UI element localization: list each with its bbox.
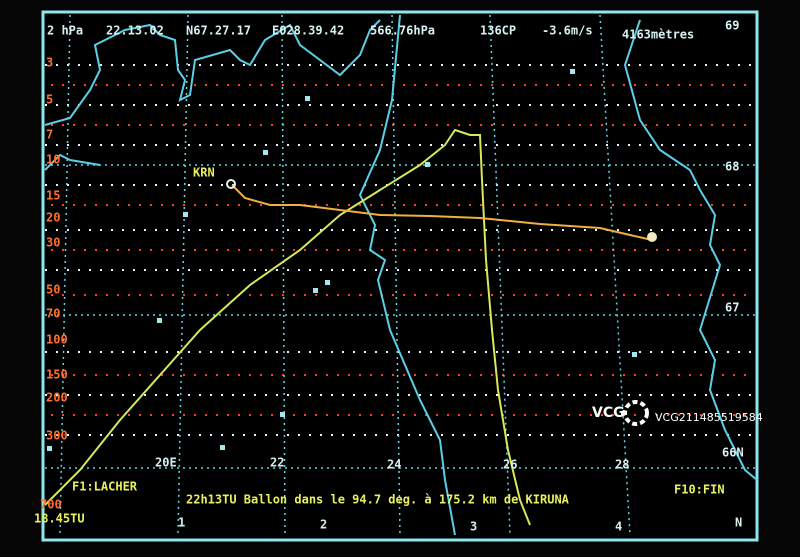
right-scale: 69 68 67 66N — [722, 19, 744, 460]
points — [47, 69, 637, 451]
longitude-label: 26 — [503, 458, 517, 472]
longitude-label: 22 — [270, 456, 284, 470]
longitude-label: 28 — [615, 458, 629, 472]
header-field: 2 hPa — [47, 24, 83, 38]
header-field: -3.6m/s — [542, 24, 593, 38]
grid-line — [391, 14, 401, 536]
watermark-logo: VCG — [592, 405, 625, 421]
balloon-track — [231, 184, 653, 241]
header-field: 22.13.02 — [106, 24, 164, 38]
longitude-label: 20E — [155, 456, 177, 470]
grid — [45, 14, 755, 536]
header-field: 4163mètres — [622, 28, 694, 42]
latitude-label: 68 — [725, 160, 739, 174]
pressure-label: 30 — [46, 236, 60, 250]
pressure-label: 10 — [46, 153, 60, 167]
pressure-label: 7 — [46, 128, 53, 142]
pressure-label: 50 — [46, 283, 60, 297]
watermark-id: VCG211485519584 — [655, 411, 763, 424]
distance-label: N — [735, 516, 742, 530]
pressure-label: 20 — [46, 211, 60, 225]
border-line — [44, 19, 381, 126]
pressure-label: 150 — [46, 368, 68, 382]
pressure-label: 100 — [46, 333, 68, 347]
latitude-label: 66N — [722, 446, 744, 460]
distance-label: 2 — [320, 518, 327, 532]
watermark: VCG VCG211485519584 — [592, 400, 763, 426]
watermark-icon — [623, 400, 649, 426]
border-line — [623, 19, 758, 481]
function-key: F1:LACHER — [72, 480, 138, 494]
borders — [44, 14, 758, 536]
pressure-label: 700 — [40, 498, 62, 512]
pressure-label: 15 — [46, 189, 60, 203]
grid-line — [177, 14, 189, 536]
balloon-marker — [647, 232, 657, 242]
pressure-label: 300 — [46, 429, 68, 443]
border-line — [358, 14, 456, 536]
pressure-label: 70 — [46, 307, 60, 321]
station-label: KRN — [193, 166, 215, 180]
station-marker — [226, 179, 236, 189]
balloon-trajectory — [44, 128, 531, 526]
left-scale: 3 5 7 10 15 20 30 50 70 100 150 200 300 … — [40, 56, 68, 512]
pressure-label: 3 — [46, 56, 53, 70]
status-message: 22h13TU Ballon dans le 94.7 deg. à 175.2… — [186, 493, 570, 507]
grid-line — [489, 14, 511, 536]
distance-label: 3 — [470, 520, 477, 534]
header-field: N67.27.17 — [186, 24, 251, 38]
latitude-label: 69 — [725, 19, 739, 33]
pressure-label: 5 — [46, 93, 53, 107]
header-field: E028.39.42 — [272, 24, 344, 38]
distance-label: 1 — [178, 516, 185, 530]
longitude-label: 24 — [387, 458, 401, 472]
grid-line — [281, 14, 286, 536]
screen-border — [41, 10, 759, 542]
border-line — [44, 153, 101, 171]
distance-label: 4 — [615, 520, 622, 534]
header-field: 136CP — [480, 24, 516, 38]
latitude-label: 67 — [725, 301, 739, 315]
time-label: 18.45TU — [34, 512, 85, 526]
grid-line — [59, 14, 71, 536]
header: 2 hPa 22.13.02 N67.27.17 E028.39.42 566.… — [47, 24, 694, 42]
pressure-label: 200 — [46, 391, 68, 405]
bottom-labels: 20E 22 24 26 28 1 2 3 4 N — [155, 456, 742, 534]
header-field: 566.76hPa — [370, 24, 435, 38]
function-key: F10:FIN — [674, 483, 725, 497]
